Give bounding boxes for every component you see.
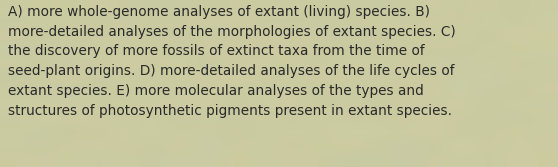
Text: A) more whole-genome analyses of extant (living) species. B)
more-detailed analy: A) more whole-genome analyses of extant … bbox=[8, 5, 455, 118]
